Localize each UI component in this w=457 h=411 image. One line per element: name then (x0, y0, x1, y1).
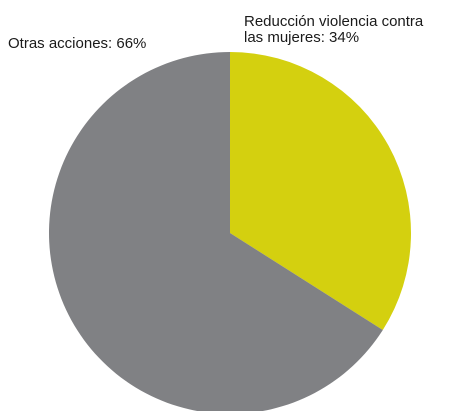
pie-slices (49, 52, 411, 411)
slice-label-otras-line-1: Otras acciones: 66% (8, 35, 146, 52)
slice-label-otras: Otras acciones: 66% (8, 35, 146, 52)
slice-label-reduccion-line-2: las mujeres: 34% (244, 29, 359, 46)
slice-label-reduccion: Reducción violencia contra las mujeres: … (244, 13, 427, 46)
slice-label-reduccion-line-1: Reducción violencia contra (244, 13, 424, 30)
pie-slice-otras (49, 52, 383, 411)
pie-slice-reduccion (230, 52, 411, 330)
